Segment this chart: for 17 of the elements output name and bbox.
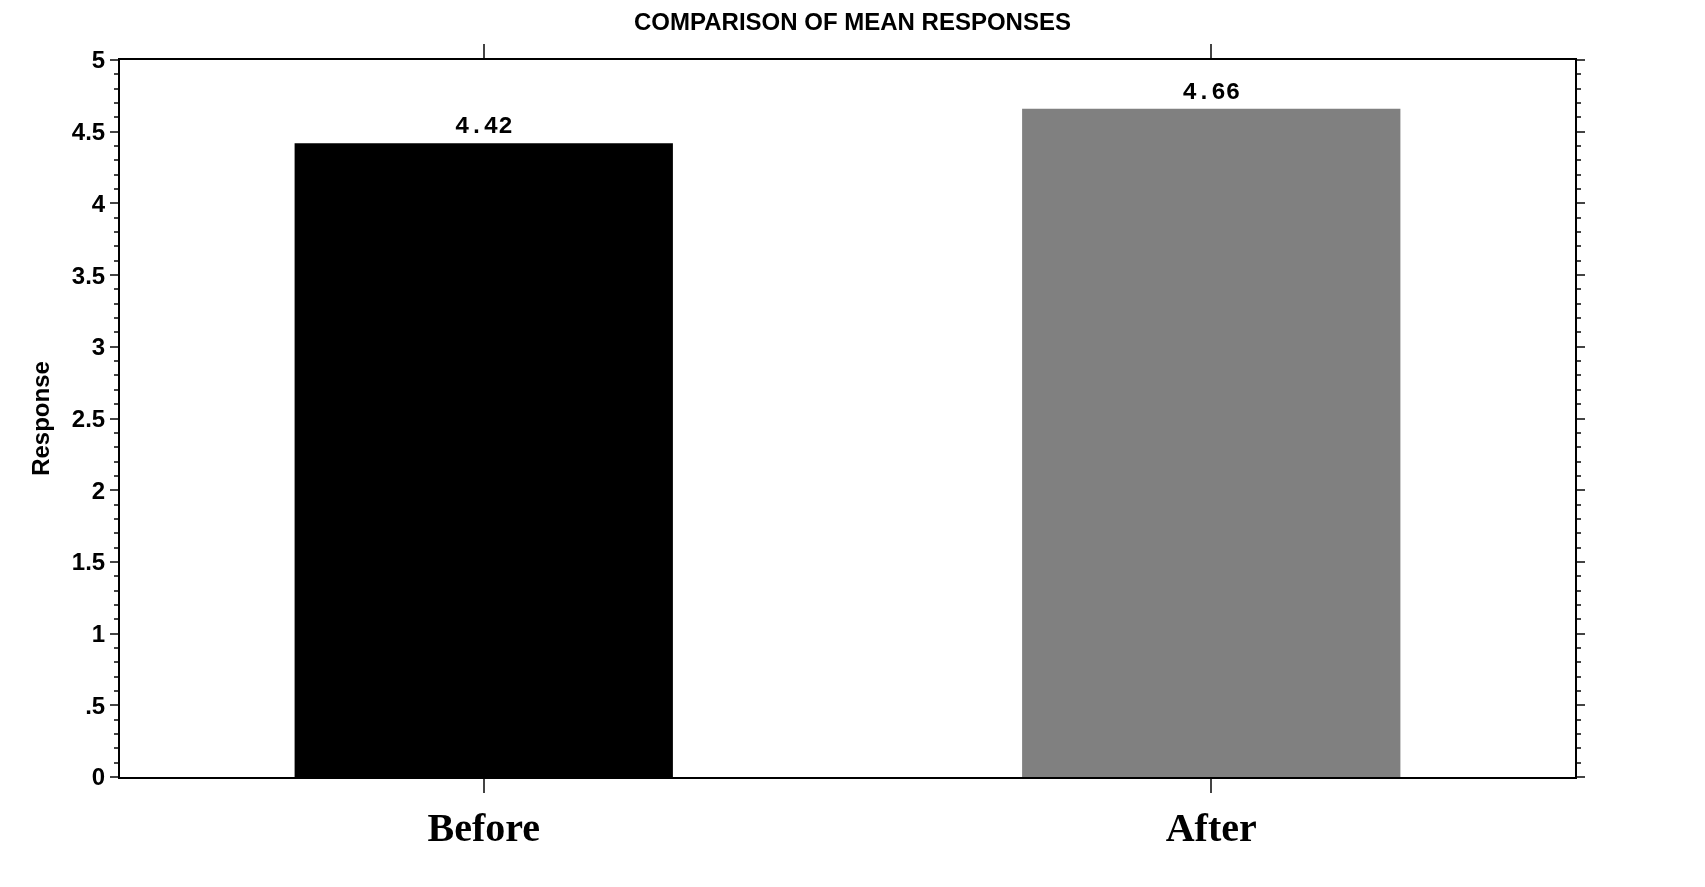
y-tick-label: 0 [91, 763, 106, 791]
y-tick-label: 1 [91, 620, 106, 647]
y-tick-label: 4 [91, 189, 106, 217]
x-tick-label: After [1165, 805, 1257, 850]
y-tick-label: 1.5 [71, 548, 106, 576]
data-label: 4.42 [454, 113, 513, 141]
y-tick-label: .5 [85, 691, 106, 719]
y-tick-label: 2 [91, 476, 106, 504]
chart-title: COMPARISON OF MEAN RESPONSES [634, 8, 1071, 36]
y-axis-title: Response [27, 361, 55, 476]
y-tick-label: 4.5 [71, 118, 106, 146]
y-tick-label: 5 [91, 46, 106, 74]
y-tick-label: 2.5 [71, 404, 106, 432]
y-tick-label: 3.5 [71, 261, 106, 289]
y-tick-label: 3 [91, 333, 106, 361]
data-label: 4.66 [1182, 78, 1241, 106]
x-tick-label: Before [427, 805, 541, 850]
